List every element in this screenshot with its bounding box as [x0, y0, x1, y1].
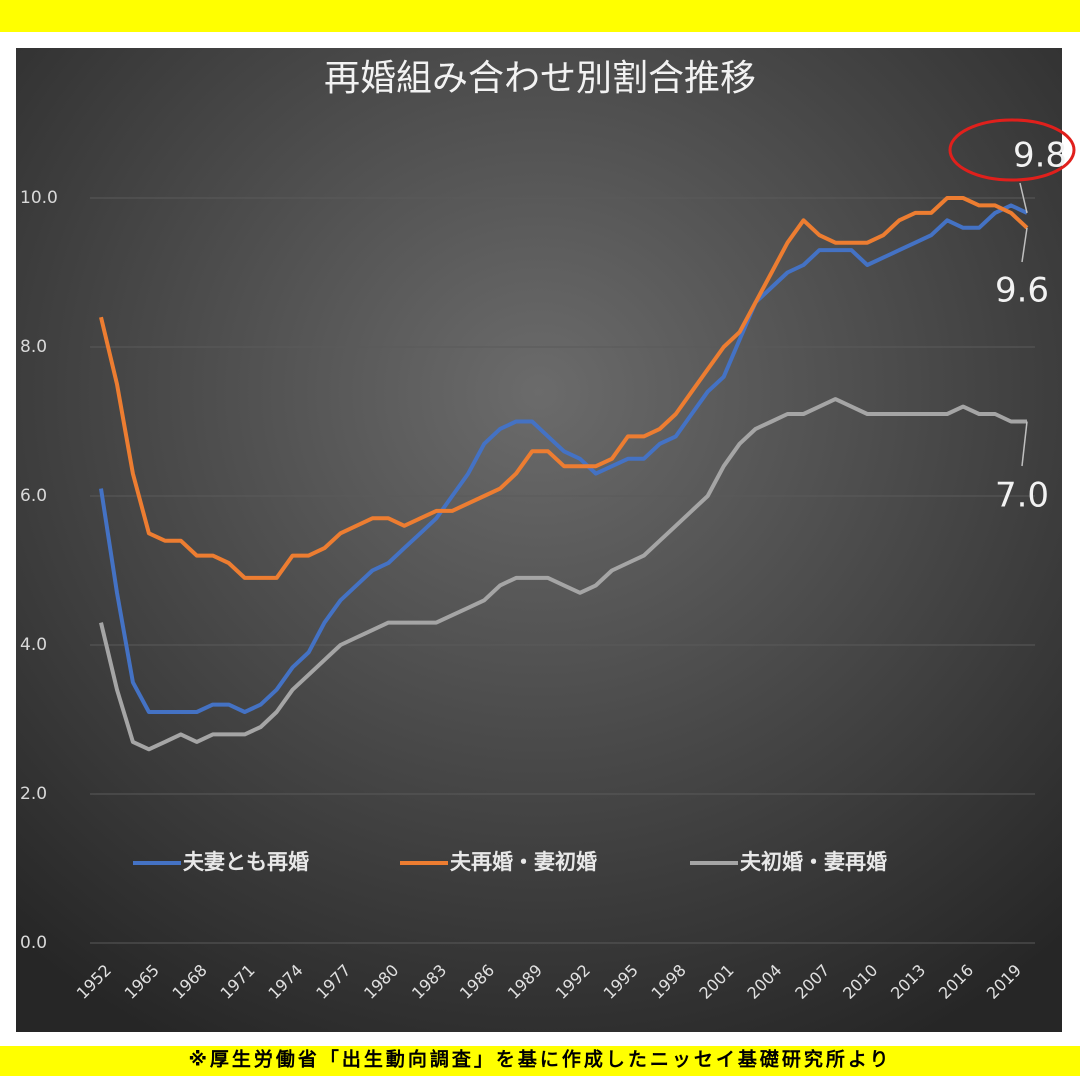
series-line: [99, 203, 1028, 714]
y-tick-label: 2.0: [20, 784, 47, 804]
chart-title: 再婚組み合わせ別割合推移: [324, 58, 756, 99]
leader-line: [1021, 227, 1028, 263]
legend-label: 夫初婚・妻再婚: [740, 850, 887, 874]
series-line: [99, 196, 1029, 580]
footer-note: ※厚生労働省「出生動向調査」を基に作成したニッセイ基礎研究所より: [188, 1048, 891, 1071]
y-tick-label: 4.0: [20, 635, 47, 655]
highlight-circle: [948, 118, 1076, 182]
legend-label: 夫再婚・妻初婚: [450, 850, 597, 874]
y-tick-label: 0.0: [20, 933, 47, 953]
legend-label: 夫妻とも再婚: [183, 850, 309, 874]
leader-line: [1021, 421, 1028, 467]
end-value-label: 9.6: [995, 271, 1049, 311]
y-tick-label: 8.0: [20, 337, 47, 357]
top-bar: [0, 0, 1080, 32]
end-value-label: 9.8: [1013, 136, 1067, 176]
footer-bar: [0, 1046, 1080, 1076]
y-tick-label: 10.0: [20, 188, 58, 208]
series-line: [99, 397, 1027, 752]
y-tick-label: 6.0: [20, 486, 47, 506]
chart-panel: [16, 48, 1062, 1032]
leader-line: [1019, 182, 1028, 214]
end-value-label: 7.0: [995, 476, 1049, 516]
